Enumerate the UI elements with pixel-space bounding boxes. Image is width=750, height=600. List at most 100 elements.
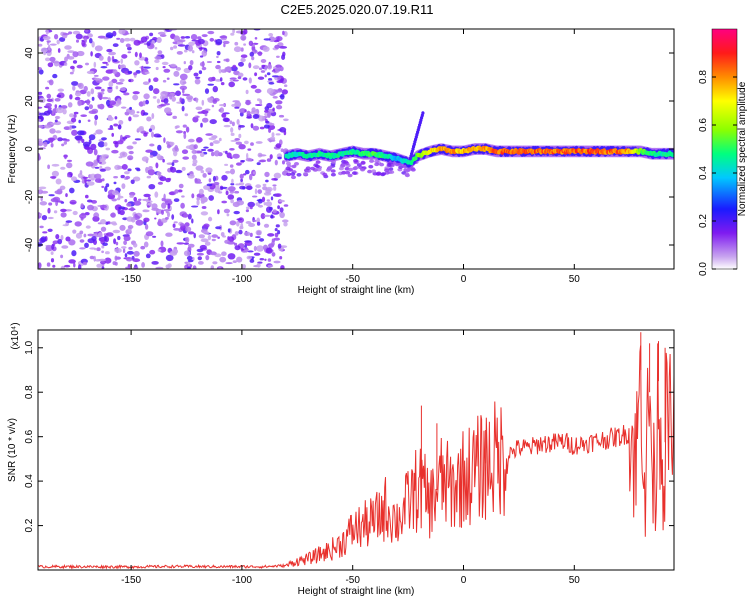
noise-blob <box>103 142 108 147</box>
noise-blob <box>175 130 183 134</box>
y-tick-label: -20 <box>24 189 35 204</box>
noise-blob <box>268 128 272 133</box>
noise-blob <box>133 196 137 202</box>
noise-blob <box>78 119 81 124</box>
noise-blob <box>182 124 187 128</box>
noise-blob <box>156 171 162 175</box>
noise-blob <box>108 51 116 56</box>
noise-blob <box>102 242 108 246</box>
noise-blob <box>148 85 154 91</box>
noise-blob <box>127 155 134 161</box>
noise-blob <box>151 131 154 138</box>
noise-blob <box>119 64 124 69</box>
trace-sideband-blob <box>290 172 296 176</box>
noise-blob <box>173 70 180 77</box>
noise-blob <box>65 220 73 223</box>
noise-blob <box>121 164 128 170</box>
noise-blob <box>151 113 155 119</box>
noise-blob <box>229 77 237 80</box>
noise-blob <box>93 132 97 136</box>
noise-blob <box>268 206 273 211</box>
trace-sideband-blob <box>360 167 366 172</box>
noise-blob <box>263 202 267 206</box>
noise-blob <box>232 64 237 69</box>
y-tick-label: 0.2 <box>24 518 35 532</box>
noise-blob <box>242 77 248 81</box>
noise-blob <box>93 149 98 156</box>
y-tick-label: 0 <box>24 146 35 152</box>
noise-blob <box>265 201 273 207</box>
noise-blob <box>223 208 230 214</box>
noise-blob <box>147 169 155 176</box>
noise-blob <box>130 207 135 212</box>
noise-blob <box>192 116 199 123</box>
noise-blob <box>54 115 61 120</box>
noise-blob <box>238 229 243 235</box>
noise-blob <box>47 216 54 220</box>
noise-blob <box>38 189 44 195</box>
noise-blob <box>102 76 110 81</box>
noise-blob <box>281 54 286 60</box>
noise-blob <box>109 100 117 106</box>
noise-blob <box>149 154 154 158</box>
noise-blob <box>50 251 54 256</box>
noise-blob <box>191 256 195 261</box>
colorbar-ticks: 0.0 0.2 0.4 0.6 0.8 <box>698 70 737 276</box>
noise-blob <box>71 250 77 257</box>
noise-blob <box>209 142 214 147</box>
noise-blob <box>254 72 258 77</box>
noise-blob <box>94 77 100 81</box>
noise-blob <box>282 30 285 36</box>
noise-blob <box>187 266 191 269</box>
noise-blob <box>227 194 235 200</box>
noise-blob <box>185 145 193 149</box>
noise-blob <box>161 61 169 66</box>
noise-blob <box>88 110 97 114</box>
noise-blob <box>229 164 234 168</box>
noise-blob <box>180 223 185 227</box>
noise-blob <box>188 243 195 248</box>
noise-blob <box>208 216 213 222</box>
noise-blob <box>191 193 195 199</box>
noise-blob <box>92 216 99 222</box>
noise-blob <box>185 226 192 232</box>
noise-blob <box>248 40 254 46</box>
noise-blob <box>51 163 60 167</box>
noise-blob <box>195 97 199 103</box>
noise-blob <box>99 165 103 169</box>
noise-blob <box>211 234 218 238</box>
noise-blob <box>256 230 261 236</box>
noise-blob <box>267 264 274 268</box>
trace-streak <box>421 111 425 115</box>
noise-blob <box>69 94 73 100</box>
noise-blob <box>89 38 93 44</box>
noise-blob <box>46 40 51 43</box>
noise-blob <box>209 37 215 42</box>
noise-blob <box>225 66 232 73</box>
noise-blob <box>191 205 199 208</box>
noise-blob <box>250 123 254 129</box>
trace-sideband-blob <box>369 159 375 163</box>
noise-blob <box>190 34 198 41</box>
noise-blob <box>179 85 188 91</box>
noise-blob <box>168 191 175 196</box>
noise-blob <box>133 200 142 206</box>
noise-blob <box>174 145 179 151</box>
trace-sideband-blob <box>305 166 311 170</box>
noise-blob <box>240 222 244 228</box>
noise-blob <box>200 122 203 128</box>
noise-blob <box>38 106 43 109</box>
noise-blob <box>111 132 114 137</box>
noise-blob <box>172 223 176 228</box>
noise-blob <box>267 64 273 70</box>
noise-blob <box>141 65 144 72</box>
noise-blob <box>146 200 153 204</box>
x-tick-label: -150 <box>121 274 141 285</box>
noise-blob <box>274 228 278 232</box>
noise-blob <box>177 189 183 193</box>
noise-blob <box>38 91 43 95</box>
noise-blob <box>232 260 237 263</box>
noise-blob <box>98 258 107 262</box>
noise-blob <box>213 150 220 157</box>
noise-blob <box>223 124 231 128</box>
